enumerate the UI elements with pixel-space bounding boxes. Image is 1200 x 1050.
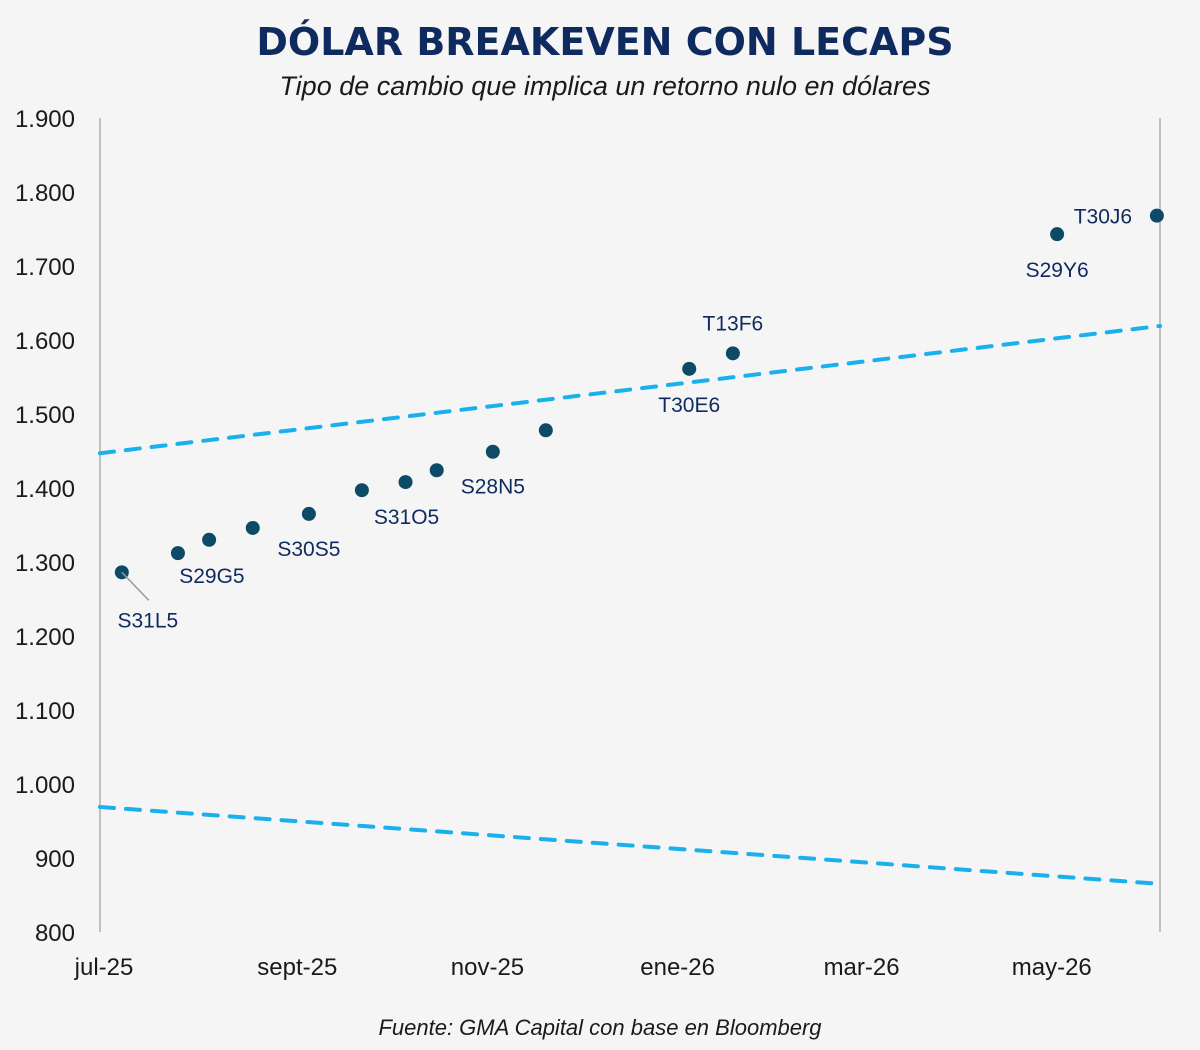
x-tick-label: may-26 — [1012, 954, 1092, 981]
data-points — [114, 208, 1164, 580]
data-point — [429, 463, 444, 478]
y-axis-ticks: 800 900 1.000 1.100 1.200 1.300 1.400 1.500 1.60… — [15, 106, 75, 947]
y-tick-label: 1.900 — [15, 106, 75, 133]
y-tick-label: 1.800 — [15, 180, 75, 207]
y-tick-label: 1.200 — [15, 624, 75, 651]
point-label: S28N5 — [461, 476, 525, 499]
y-tick-label: 1.000 — [15, 772, 75, 799]
point-label: T13F6 — [703, 312, 764, 335]
x-tick-label: ene-26 — [640, 954, 715, 981]
data-point — [245, 520, 260, 535]
y-tick-label: 1.700 — [15, 254, 75, 281]
x-tick-label: jul-25 — [74, 954, 134, 981]
data-point — [485, 444, 500, 459]
y-tick-label: 1.400 — [15, 476, 75, 503]
data-point — [1050, 227, 1065, 242]
data-point — [301, 506, 316, 521]
data-point — [202, 532, 217, 547]
chart-subtitle: Tipo de cambio que implica un retorno nu… — [279, 71, 930, 101]
y-tick-label: 1.300 — [15, 550, 75, 577]
chart-title: DÓLAR BREAKEVEN CON LECAPS — [256, 20, 953, 64]
lower-breakeven-band — [98, 804, 1162, 886]
point-label: S29G5 — [179, 565, 244, 588]
point-label: S31O5 — [374, 506, 439, 529]
x-tick-label: nov-25 — [451, 954, 524, 981]
x-tick-label: mar-26 — [824, 954, 900, 981]
point-label: T30J6 — [1074, 206, 1132, 229]
x-axis-ticks: jul-25 sept-25 nov-25 ene-26 mar-26 may-26 — [74, 954, 1092, 981]
data-point — [170, 546, 185, 561]
point-label: T30E6 — [658, 394, 720, 417]
y-tick-label: 900 — [35, 846, 75, 873]
source-note: Fuente: GMA Capital con base en Bloomber… — [378, 1015, 822, 1040]
data-point — [398, 475, 413, 490]
x-tick-label: sept-25 — [257, 954, 337, 981]
y-tick-label: 1.500 — [15, 402, 75, 429]
breakeven-bands — [98, 323, 1162, 886]
upper-breakeven-band — [98, 323, 1162, 456]
data-point — [682, 361, 697, 376]
label-leader-line — [121, 571, 150, 601]
data-point — [1149, 208, 1164, 223]
point-label: S31L5 — [117, 609, 178, 632]
data-point — [725, 346, 740, 361]
point-label: S29Y6 — [1026, 259, 1089, 282]
point-label: S30S5 — [277, 538, 340, 561]
data-point — [538, 423, 553, 438]
y-tick-label: 1.100 — [15, 698, 75, 725]
y-tick-label: 800 — [35, 920, 75, 947]
y-tick-label: 1.600 — [15, 328, 75, 355]
data-point — [354, 483, 369, 498]
